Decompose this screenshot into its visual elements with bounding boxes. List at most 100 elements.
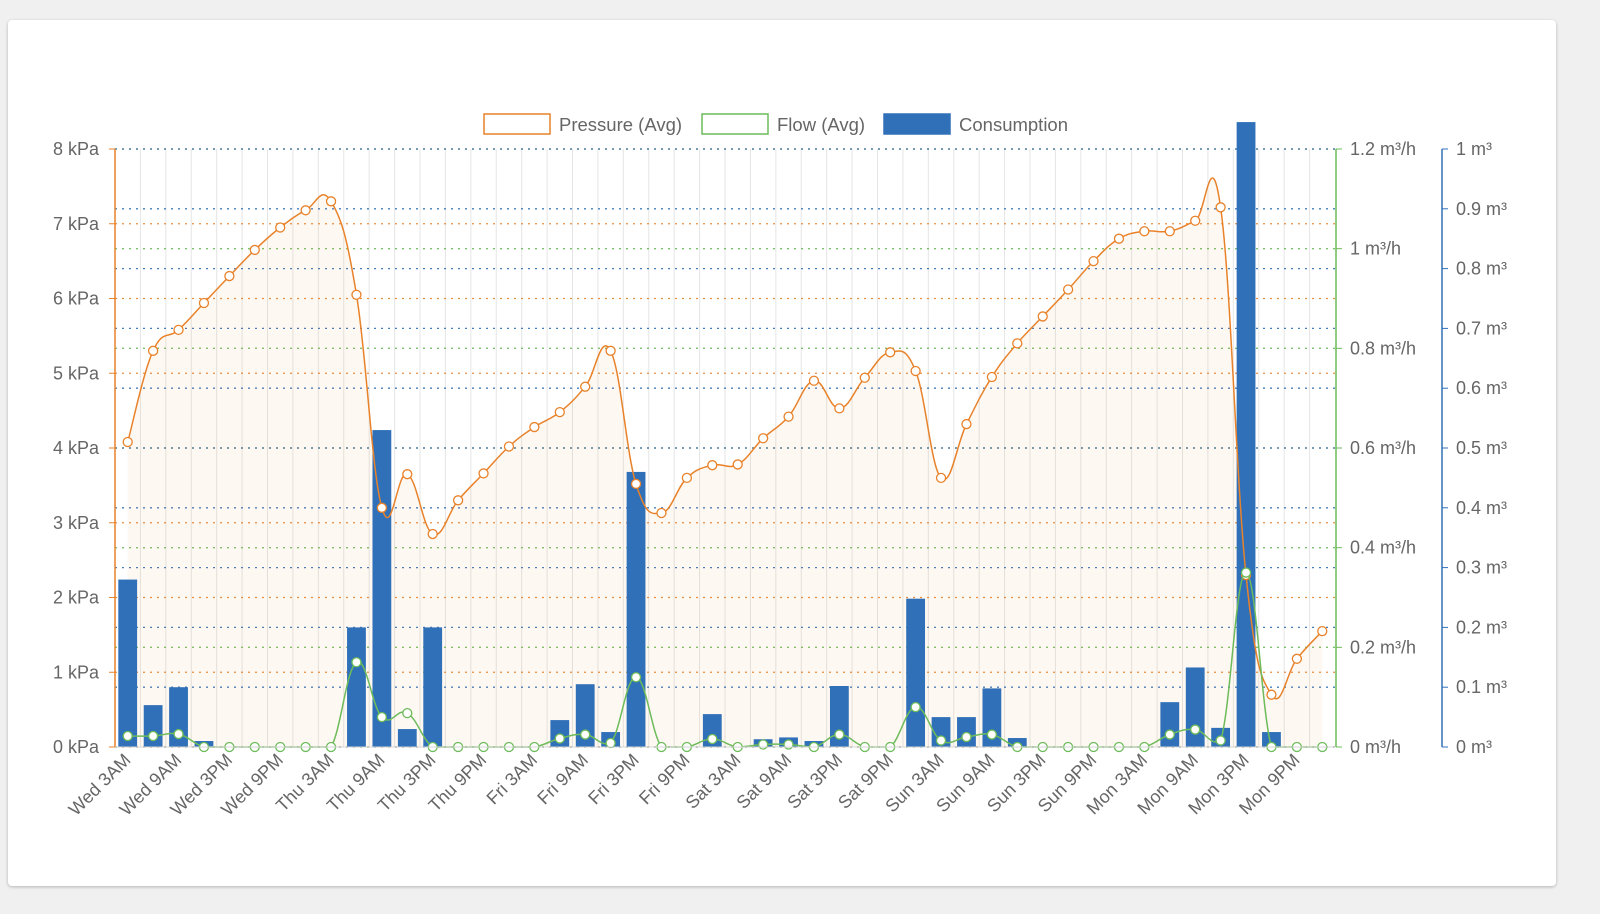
consumption-bar[interactable] — [1160, 702, 1180, 747]
pressure-avg-point[interactable] — [427, 528, 438, 540]
flow-avg-point[interactable] — [910, 701, 921, 713]
flow-avg-point[interactable] — [147, 730, 159, 742]
pressure-avg-point[interactable] — [783, 411, 794, 422]
pressure-avg-point[interactable] — [757, 433, 769, 444]
pressure-avg-point[interactable] — [529, 421, 540, 433]
consumption-bar[interactable] — [372, 430, 392, 747]
pressure-avg-point[interactable] — [1012, 338, 1023, 349]
consumption-bar[interactable] — [575, 684, 595, 747]
flow-avg-point[interactable] — [351, 657, 362, 668]
flow-avg-point[interactable] — [783, 739, 794, 750]
consumption-bar[interactable] — [397, 729, 417, 747]
consumption-bar[interactable] — [1262, 732, 1281, 747]
consumption-bar[interactable] — [1236, 122, 1256, 748]
flow-avg-point[interactable] — [1164, 729, 1175, 740]
legend-label: Pressure (Avg) — [559, 114, 682, 135]
pressure-avg-point[interactable] — [859, 372, 870, 383]
pressure-avg-point[interactable] — [935, 472, 947, 484]
pressure-avg-point[interactable] — [1164, 226, 1175, 237]
legend-swatch — [701, 113, 769, 135]
pressure-avg-point[interactable] — [707, 460, 718, 471]
pressure-avg-point[interactable] — [1291, 653, 1303, 664]
pressure-avg-point[interactable] — [1190, 215, 1201, 226]
pressure-avg-point[interactable] — [300, 205, 311, 216]
consumption-bar[interactable] — [906, 598, 926, 747]
pressure-avg-point[interactable] — [630, 478, 642, 490]
pressure-avg-point[interactable] — [402, 469, 413, 480]
consumption-bar[interactable] — [829, 686, 849, 747]
pressure-avg-point[interactable] — [656, 507, 667, 519]
x-axis-tick-label: Sat 3PM — [783, 750, 846, 813]
flow-avg-point[interactable] — [1240, 567, 1252, 578]
pressure-avg-point[interactable] — [1037, 311, 1048, 322]
consumption-bar[interactable] — [347, 627, 366, 747]
pressure-avg-point[interactable] — [1266, 689, 1277, 700]
pressure-avg-point[interactable] — [834, 403, 845, 414]
pressure-avg-point[interactable] — [554, 406, 565, 418]
flow-avg-point[interactable] — [961, 731, 972, 743]
flow-axis-tick-label: 1.2 m³/h — [1350, 139, 1416, 159]
pressure-avg-point[interactable] — [681, 472, 693, 484]
pressure-avg-point[interactable] — [885, 347, 896, 358]
pressure-avg-point[interactable] — [1113, 233, 1125, 244]
x-axis-tick-label: Fri 9AM — [533, 750, 592, 809]
flow-avg-point[interactable] — [986, 729, 998, 740]
legend-item[interactable]: Consumption — [883, 113, 1068, 135]
pressure-avg-point[interactable] — [910, 365, 921, 377]
pressure-avg-point[interactable] — [732, 459, 743, 470]
left-axis-tick-label: 1 kPa — [53, 662, 100, 682]
flow-avg-point[interactable] — [605, 737, 616, 749]
pressure-avg-point[interactable] — [1088, 255, 1099, 267]
flow-avg-point[interactable] — [173, 728, 184, 740]
pressure-avg-point[interactable] — [1139, 226, 1150, 237]
flow-avg-point[interactable] — [376, 711, 388, 723]
consumption-axis-tick-label: 0 m³ — [1456, 737, 1492, 757]
pressure-avg-point[interactable] — [961, 418, 972, 430]
pressure-avg-point[interactable] — [224, 270, 235, 282]
pressure-avg-point[interactable] — [198, 297, 210, 309]
flow-avg-point[interactable] — [935, 735, 947, 746]
pressure-avg-point[interactable] — [173, 324, 184, 336]
pressure-avg-point[interactable] — [478, 468, 489, 479]
consumption-bar[interactable] — [118, 579, 138, 747]
flow-avg-point[interactable] — [1215, 735, 1226, 746]
flow-avg-point[interactable] — [122, 730, 133, 742]
pressure-avg-point[interactable] — [275, 222, 286, 233]
consumption-bar[interactable] — [626, 471, 646, 747]
pressure-avg-point[interactable] — [1062, 284, 1074, 295]
pressure-avg-line — [126, 177, 1323, 700]
pressure-area-fill — [127, 178, 1323, 747]
pressure-avg-point[interactable] — [122, 436, 133, 448]
pressure-avg-point[interactable] — [503, 441, 515, 452]
consumption-bar[interactable] — [1185, 667, 1205, 747]
pressure-avg-point[interactable] — [452, 495, 464, 506]
flow-avg-point[interactable] — [630, 672, 642, 683]
consumption-axis-tick-label: 0.9 m³ — [1456, 199, 1507, 219]
legend-label: Flow (Avg) — [777, 114, 865, 135]
consumption-bar[interactable] — [423, 627, 443, 747]
pressure-avg-point[interactable] — [351, 289, 362, 300]
flow-avg-point[interactable] — [402, 707, 413, 719]
pressure-avg-point[interactable] — [580, 381, 591, 392]
pressure-avg-point[interactable] — [147, 345, 159, 356]
flow-avg-point[interactable] — [707, 733, 718, 745]
pressure-avg-point[interactable] — [1317, 625, 1328, 637]
flow-avg-point[interactable] — [1190, 724, 1201, 735]
consumption-axis-tick-label: 0.8 m³ — [1456, 259, 1507, 279]
pressure-avg-point[interactable] — [325, 196, 337, 207]
legend[interactable]: Pressure (Avg) Flow (Avg) Consumption — [483, 113, 1068, 135]
pressure-avg-point[interactable] — [1215, 202, 1226, 213]
flow-avg-point[interactable] — [580, 729, 591, 740]
flow-avg-point[interactable] — [834, 729, 845, 740]
pressure-avg-point[interactable] — [986, 371, 998, 383]
flow-avg-point[interactable] — [757, 739, 769, 750]
consumption-axis-tick-label: 0.3 m³ — [1456, 558, 1507, 578]
pressure-avg-point[interactable] — [605, 345, 616, 356]
legend-item[interactable]: Flow (Avg) — [701, 113, 865, 135]
pressure-avg-point[interactable] — [249, 244, 260, 256]
consumption-bar[interactable] — [982, 688, 1002, 747]
flow-avg-point[interactable] — [554, 733, 565, 744]
pressure-avg-point[interactable] — [376, 502, 388, 513]
legend-item[interactable]: Pressure (Avg) — [483, 113, 682, 135]
pressure-avg-point[interactable] — [808, 375, 820, 386]
